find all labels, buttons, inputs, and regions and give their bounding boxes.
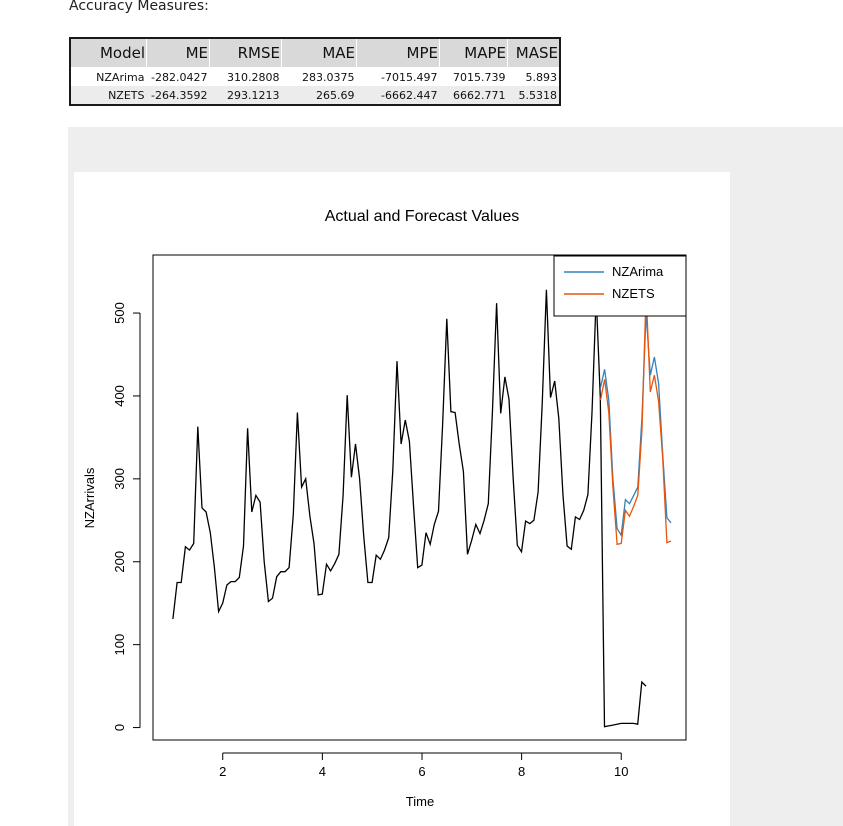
forecast-chart: Actual and Forecast Values 2 4 6 8 10 0 100 20…	[82, 208, 687, 809]
y-tick-label: 200	[112, 551, 127, 573]
table-row: NZArima -282.0427 310.2808 283.0375 -701…	[70, 67, 560, 86]
y-axis: 0 100 200 300 400 500	[112, 302, 141, 731]
column-header: ME	[146, 38, 210, 68]
y-axis-label: NZArrivals	[82, 467, 97, 528]
table-cell: -7015.497	[356, 67, 440, 86]
column-header: Model	[70, 38, 147, 68]
x-tick-label: 4	[319, 764, 326, 779]
table-cell: NZArima	[70, 67, 147, 86]
y-tick-label: 100	[112, 634, 127, 656]
table-cell: 5.893	[507, 67, 560, 86]
table-cell: 265.69	[281, 86, 357, 105]
x-axis: 2 4 6 8 10	[219, 752, 628, 779]
table-cell: 293.1213	[209, 86, 282, 105]
y-tick-label: 0	[112, 724, 127, 731]
accuracy-heading: Accuracy Measures:	[69, 0, 209, 14]
table-cell: NZETS	[70, 86, 147, 105]
table-cell: 283.0375	[281, 67, 357, 86]
table-cell: 6662.771	[439, 86, 508, 105]
x-tick-label: 8	[518, 764, 525, 779]
y-tick-label: 400	[112, 385, 127, 407]
chart-legend: NZArima NZETS	[553, 255, 687, 317]
table-cell: 5.5318	[507, 86, 560, 105]
legend-label-nzarima: NZArima	[612, 264, 664, 279]
accuracy-table: Model ME RMSE MAE MPE MAPE MASE NZArima …	[69, 37, 561, 106]
table-cell: -6662.447	[356, 86, 440, 105]
column-header: MAE	[281, 38, 357, 68]
x-tick-label: 10	[614, 764, 628, 779]
column-header: RMSE	[209, 38, 282, 68]
column-header: MPE	[356, 38, 440, 68]
x-tick-label: 6	[418, 764, 425, 779]
table-cell: -282.0427	[146, 67, 210, 86]
series-layer	[172, 289, 672, 728]
legend-label-nzets: NZETS	[612, 286, 655, 301]
plot-area-frame	[152, 254, 687, 741]
series-line-nzets	[599, 292, 672, 546]
table-row: NZETS -264.3592 293.1213 265.69 -6662.44…	[70, 86, 560, 105]
left-margin	[0, 127, 68, 826]
y-tick-label: 300	[112, 468, 127, 490]
x-axis-label: Time	[406, 794, 434, 809]
series-line-actual	[172, 289, 647, 728]
plot-output: Actual and Forecast Values 2 4 6 8 10 0 100 20…	[74, 172, 730, 826]
legend-box	[553, 255, 687, 317]
table-cell: 7015.739	[439, 67, 508, 86]
table-header-row: Model ME RMSE MAE MPE MAPE MASE	[70, 38, 561, 68]
table-cell: 310.2808	[209, 67, 282, 86]
column-header: MAPE	[439, 38, 508, 68]
chart-title: Actual and Forecast Values	[325, 208, 519, 225]
x-tick-label: 2	[219, 764, 226, 779]
table-cell: -264.3592	[146, 86, 210, 105]
y-tick-label: 500	[112, 302, 127, 324]
column-header: MASE	[507, 38, 561, 68]
